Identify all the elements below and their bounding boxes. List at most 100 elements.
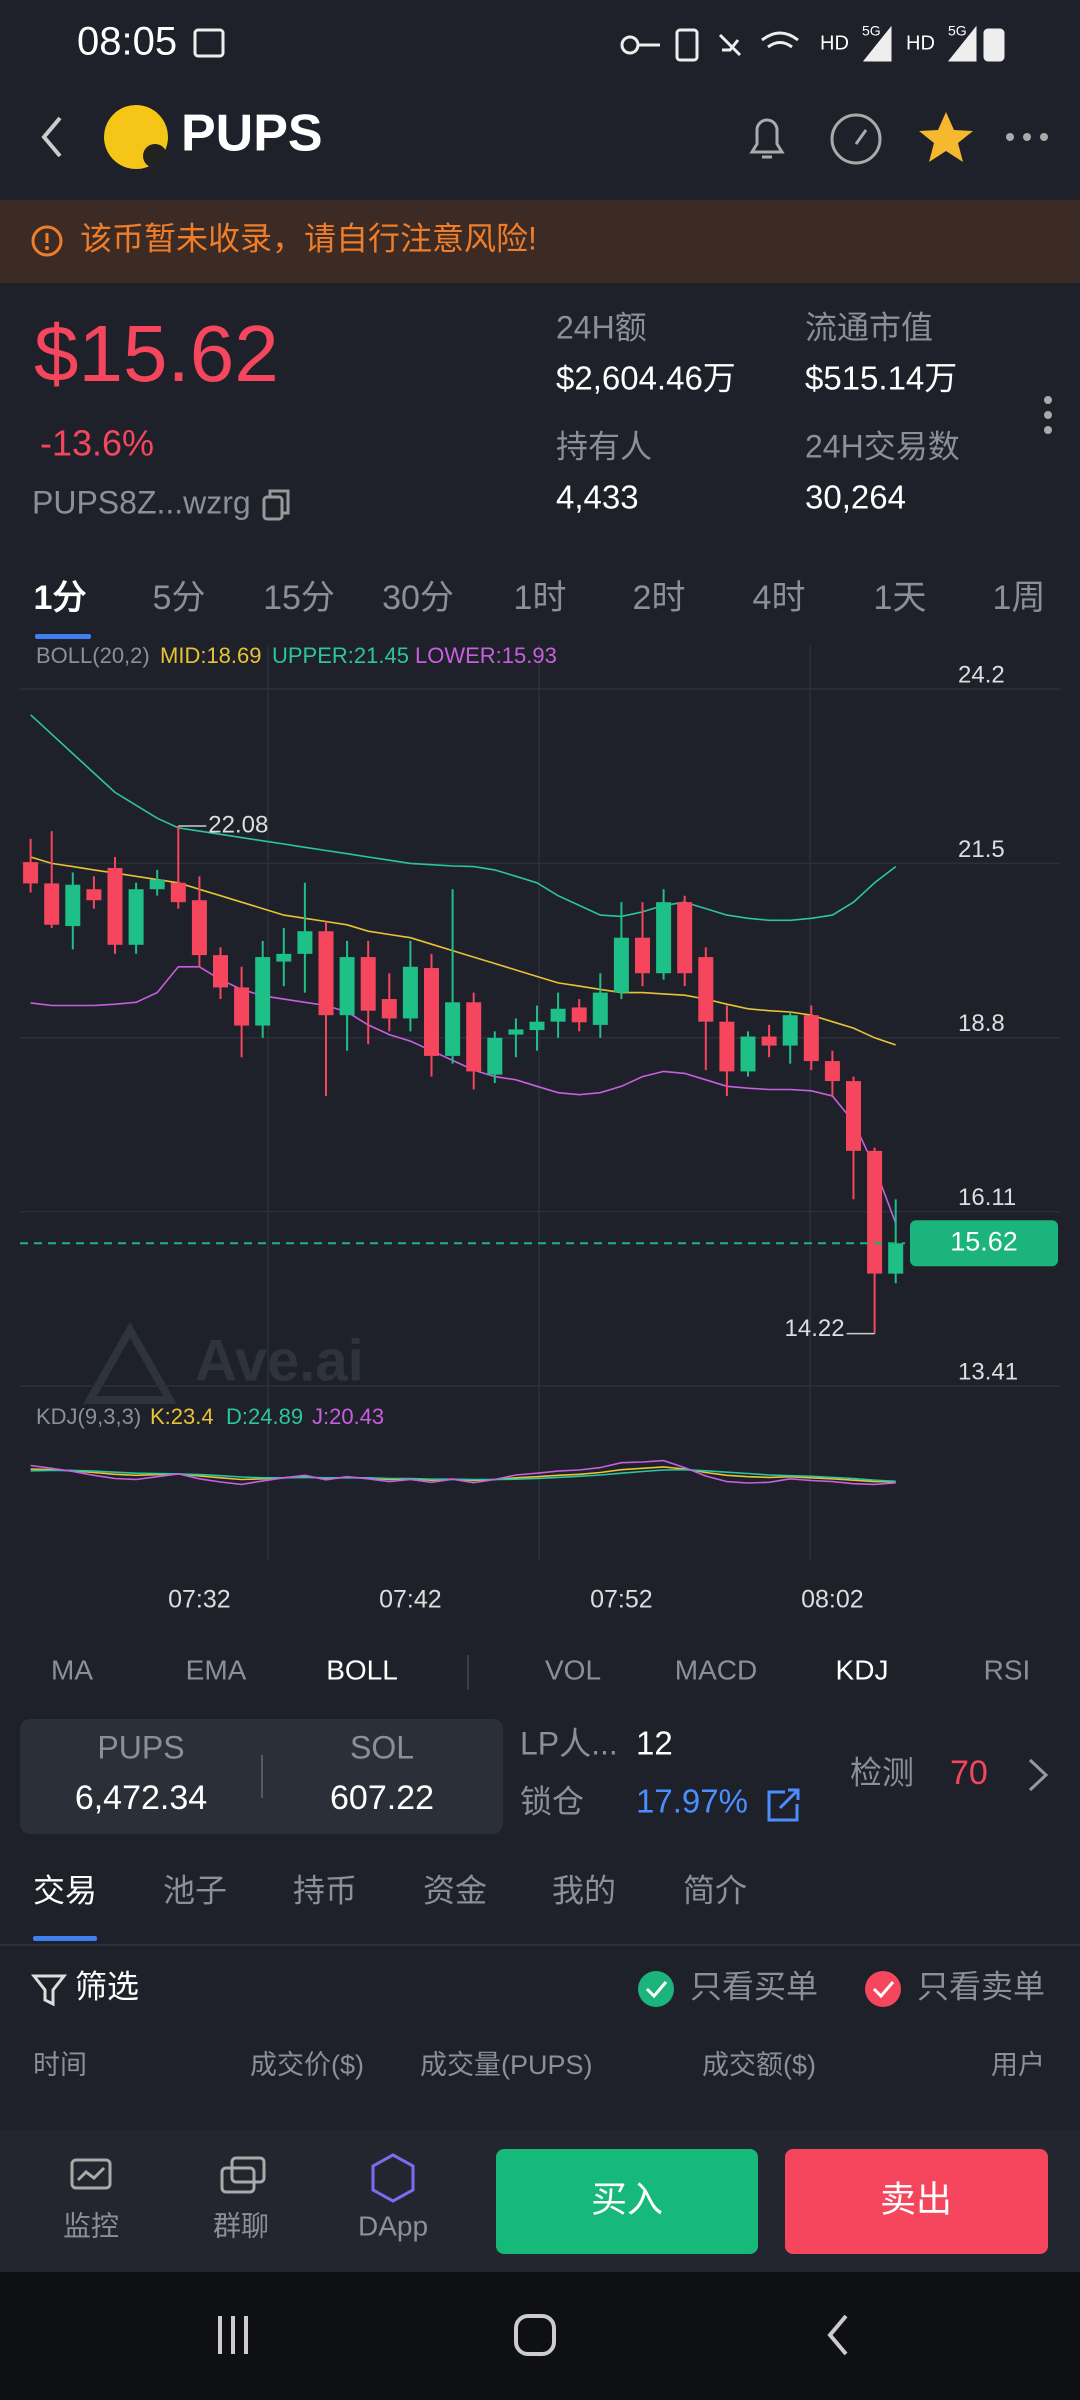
sell-filter[interactable]: 只看卖单 bbox=[917, 1968, 1045, 2004]
bottom-tab[interactable]: DApp bbox=[358, 2210, 428, 2241]
kdj-legend: K:23.4 bbox=[150, 1404, 214, 1429]
bottom-icons bbox=[70, 2153, 415, 2203]
nav-bar bbox=[0, 2272, 1080, 2400]
more-menu[interactable] bbox=[1006, 133, 1048, 141]
status-time: 08:05 bbox=[77, 20, 177, 64]
candle-body bbox=[466, 1002, 482, 1072]
external-link-icon[interactable] bbox=[767, 1788, 800, 1822]
section-tab[interactable]: 池子 bbox=[163, 1872, 227, 1908]
bottom-tab[interactable]: 监控 bbox=[63, 2210, 119, 2241]
kdj-legend: KDJ(9,3,3) bbox=[36, 1404, 141, 1429]
candle-body bbox=[698, 957, 714, 1022]
gauge-icon[interactable] bbox=[830, 113, 882, 165]
lp-label: LP人... bbox=[520, 1725, 618, 1761]
section-tab[interactable]: 我的 bbox=[552, 1872, 616, 1908]
sell-check[interactable] bbox=[865, 1971, 901, 2007]
section-tab[interactable]: 简介 bbox=[683, 1872, 747, 1908]
boll-line bbox=[30, 966, 897, 1224]
pair-symbol: SOL bbox=[350, 1729, 414, 1765]
network-label: HD bbox=[820, 32, 849, 54]
candle-body bbox=[128, 889, 144, 945]
boll-line bbox=[30, 714, 897, 922]
lock-label: 锁仓 bbox=[520, 1783, 584, 1819]
copy-icon[interactable] bbox=[262, 489, 290, 521]
candle-body bbox=[107, 867, 123, 945]
candle-body bbox=[191, 900, 207, 956]
y-tick-label: 13.41 bbox=[958, 1358, 1018, 1385]
timeframe-tab[interactable]: 2时 bbox=[633, 579, 686, 617]
boll-legend: MID:18.69 bbox=[160, 643, 262, 668]
network-label: 5G bbox=[948, 23, 967, 39]
sell-label: 卖出 bbox=[880, 2179, 952, 2220]
x-tick-label: 07:42 bbox=[379, 1586, 442, 1614]
buy-check[interactable] bbox=[638, 1971, 674, 2007]
candle-body bbox=[846, 1081, 861, 1151]
indicator-tab[interactable]: VOL bbox=[545, 1654, 601, 1685]
buy-filter[interactable]: 只看买单 bbox=[690, 1968, 818, 2004]
column-header: 成交量(PUPS) bbox=[420, 2050, 593, 2080]
timeframe-tab[interactable]: 4时 bbox=[753, 579, 806, 617]
indicator-tab[interactable]: MACD bbox=[675, 1654, 757, 1685]
indicator-tab[interactable]: RSI bbox=[984, 1654, 1031, 1685]
price-change: -13.6% bbox=[40, 423, 154, 464]
candle-body bbox=[571, 1007, 587, 1023]
indicator-tab[interactable]: EMA bbox=[186, 1654, 247, 1685]
check-label[interactable]: 检测 bbox=[850, 1754, 914, 1790]
timeframe-tab[interactable]: 1天 bbox=[874, 579, 927, 617]
token-address[interactable]: PUPS8Z...wzrg bbox=[32, 484, 251, 520]
stat-label: 持有人 bbox=[556, 428, 652, 464]
token-symbol: PUPS bbox=[181, 105, 323, 163]
candle-body bbox=[381, 999, 397, 1019]
nav-icons[interactable] bbox=[218, 2314, 848, 2356]
bell-icon[interactable] bbox=[749, 118, 785, 159]
candle-body bbox=[86, 889, 102, 901]
indicator-tab[interactable]: MA bbox=[51, 1654, 93, 1685]
timeframe-tab[interactable]: 1时 bbox=[514, 579, 567, 617]
buy-button[interactable] bbox=[496, 2149, 758, 2254]
sell-button[interactable] bbox=[785, 2149, 1048, 2254]
favorite-star[interactable] bbox=[919, 112, 973, 162]
watermark: Ave.ai bbox=[195, 1328, 364, 1393]
timeframe-tab[interactable]: 15分 bbox=[263, 579, 335, 617]
stat-label: 24H交易数 bbox=[805, 428, 960, 464]
indicator-tab[interactable]: BOLL bbox=[326, 1654, 398, 1685]
y-tick-label: 18.8 bbox=[958, 1010, 1005, 1037]
check-score: 70 bbox=[950, 1754, 988, 1792]
y-tick-label: 16.11 bbox=[958, 1184, 1016, 1211]
timeframe-tab[interactable]: 1分 bbox=[34, 579, 87, 617]
filter-label[interactable]: 筛选 bbox=[75, 1968, 139, 2004]
price: $15.62 bbox=[34, 309, 279, 398]
bottom-tab[interactable]: 群聊 bbox=[213, 2210, 269, 2241]
candle-body bbox=[276, 953, 292, 962]
side-dots[interactable] bbox=[1044, 396, 1052, 434]
column-header: 成交额($) bbox=[702, 2050, 816, 2080]
high-label: 22.08 bbox=[208, 811, 268, 838]
timeframe-tab[interactable]: 1周 bbox=[993, 579, 1046, 617]
filter-icon[interactable] bbox=[30, 1974, 68, 2007]
back-button[interactable] bbox=[41, 116, 62, 158]
stat-value: $515.14万 bbox=[805, 360, 957, 397]
section-tab[interactable]: 持币 bbox=[293, 1872, 357, 1908]
candle-body bbox=[592, 992, 608, 1025]
indicator-tab[interactable]: KDJ bbox=[836, 1654, 889, 1685]
candle-body bbox=[867, 1150, 883, 1274]
timeframe-tab[interactable]: 5分 bbox=[153, 579, 206, 617]
candle-body bbox=[782, 1015, 798, 1046]
candle-body bbox=[824, 1061, 840, 1082]
candle-body bbox=[677, 902, 693, 974]
warning-icon bbox=[31, 225, 63, 257]
check-chevron[interactable] bbox=[1028, 1758, 1049, 1792]
avatar-badge bbox=[143, 144, 167, 168]
candle-body bbox=[402, 966, 418, 1019]
timeframe-tab[interactable]: 30分 bbox=[382, 579, 454, 617]
lp-count: 12 bbox=[636, 1725, 673, 1762]
section-tab[interactable]: 资金 bbox=[423, 1872, 487, 1908]
candle-body bbox=[803, 1015, 819, 1062]
candle-body bbox=[445, 1002, 461, 1056]
section-tab[interactable]: 交易 bbox=[33, 1872, 97, 1908]
stat-label: 流通市值 bbox=[805, 309, 933, 345]
candle-body bbox=[529, 1021, 545, 1031]
boll-legend: LOWER:15.93 bbox=[415, 643, 557, 668]
